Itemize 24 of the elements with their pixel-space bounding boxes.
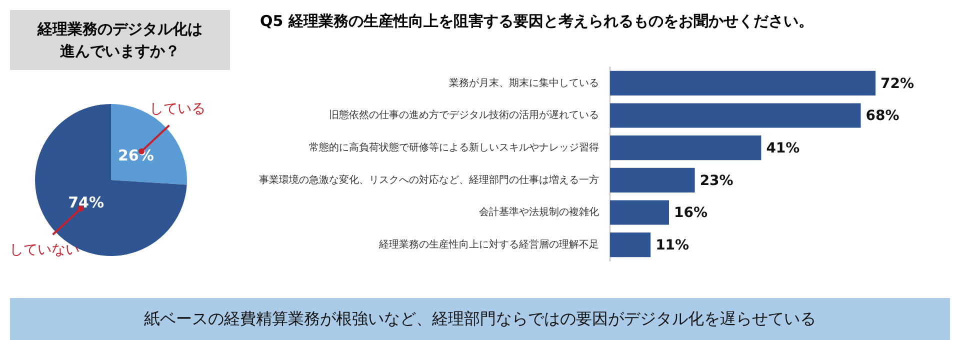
slice-label: していない — [10, 242, 80, 258]
y-tick-label: 事業環境の急激な変化、リスクへの対応など、経理部門の仕事は増える一方 — [259, 174, 599, 186]
y-tick-label: 旧態依然の仕事の進め方でデジタル技術の活用が遅れている — [329, 109, 599, 122]
chart-title: 経理業務のデジタル化は進んでいますか？ — [10, 10, 230, 70]
bar — [610, 168, 695, 192]
text: 紙ベースの経費精算業務が根強いなど、経理部門ならではの要因がデジタル化を遅らせている — [10, 298, 950, 340]
data-label: 74% — [68, 193, 104, 212]
bar — [610, 232, 651, 258]
bar — [610, 103, 861, 128]
y-tick-label: 業務が月末、期末に集中している — [449, 76, 599, 89]
chart-title: Q5 経理業務の生産性向上を阻害する要因と考えられるものをお聞かせください。 — [260, 12, 814, 31]
slice-label: している — [149, 101, 206, 118]
data-label: 23% — [700, 172, 734, 189]
y-tick-label: 常態的に高負荷状態で研修等による新しいスキルやナレッジ習得 — [309, 141, 599, 154]
bar — [610, 70, 876, 96]
bar — [610, 136, 762, 160]
data-label: 41% — [766, 140, 800, 156]
y-tick-label: 経理業務の生産性向上に対する経営層の理解不足 — [378, 238, 599, 250]
y-tick-label: 会計基準や法規制の複雑化 — [479, 206, 599, 218]
data-label: 16% — [674, 205, 708, 222]
data-label: 68% — [866, 108, 900, 124]
bar — [610, 200, 669, 225]
data-label: 11% — [656, 237, 690, 254]
data-label: 72% — [880, 76, 914, 92]
